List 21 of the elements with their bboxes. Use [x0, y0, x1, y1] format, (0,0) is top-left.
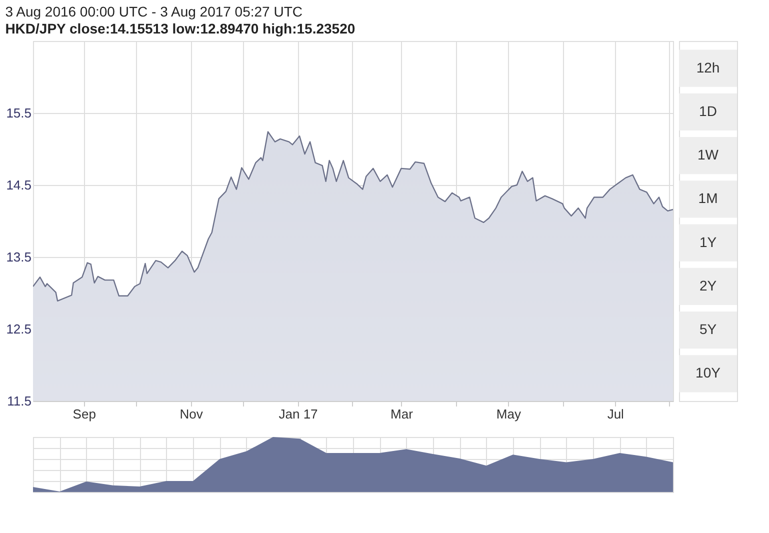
- chart-subtitle: HKD/JPY close:14.15513 low:12.89470 high:15.23520: [5, 20, 356, 36]
- x-tick-label: Jul: [607, 406, 624, 422]
- x-tick-label: Sep: [72, 406, 96, 422]
- y-tick-label: 13.5: [6, 250, 32, 264]
- y-tick-label: 12.5: [6, 322, 32, 336]
- text: 2Y: [699, 277, 718, 294]
- chart-title: 3 Aug 2016 00:00 UTC - 3 Aug 2017 05:27 UTC: [5, 4, 303, 20]
- text: 1D: [699, 102, 717, 119]
- y-tick-label: 11.5: [7, 394, 32, 408]
- x-tick-label: Nov: [180, 406, 204, 422]
- text: 1M: [698, 190, 718, 206]
- x-tick-label: May: [496, 406, 522, 422]
- text: 1W: [698, 146, 720, 163]
- y-tick-label: 14.5: [6, 178, 32, 192]
- y-tick-label: 15.5: [6, 106, 32, 120]
- text: 1Y: [699, 234, 718, 250]
- text: 12h: [696, 59, 720, 76]
- text: 10Y: [696, 364, 722, 381]
- x-tick-label: Mar: [390, 406, 414, 422]
- text: 5Y: [699, 321, 718, 338]
- x-tick-label: Jan 17: [278, 406, 318, 422]
